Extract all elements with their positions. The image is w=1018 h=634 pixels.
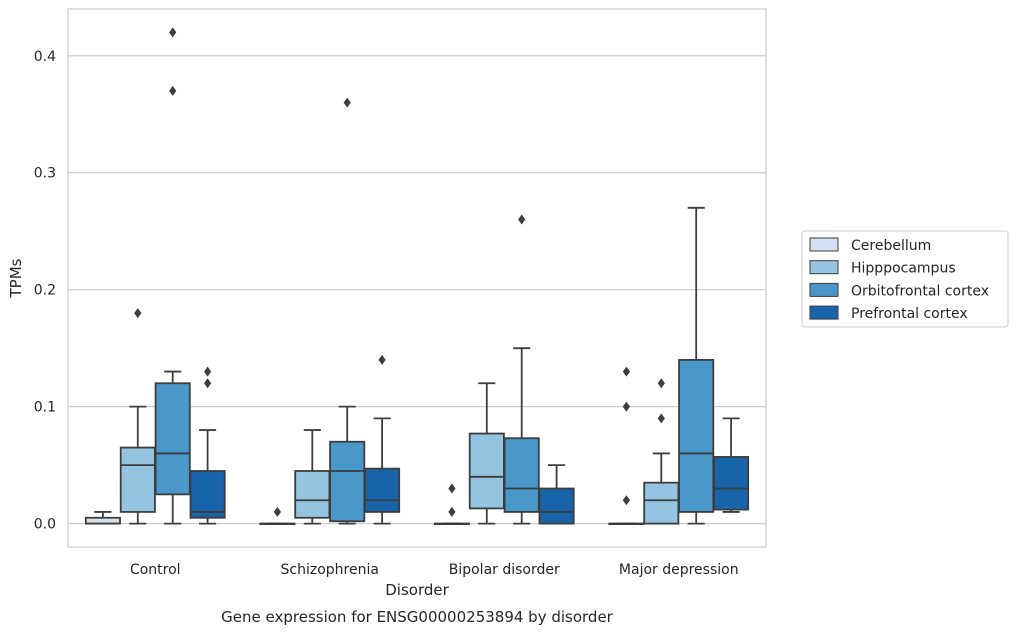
outlier-point: [657, 378, 665, 389]
box-hipppocampus: [643, 378, 680, 525]
box-body: [678, 358, 715, 513]
box-orbitofrontal-cortex: [154, 27, 191, 525]
x-tick-label: Schizophrenia: [281, 562, 379, 578]
box-cerebellum: [259, 506, 296, 526]
axes-frame: [67, 8, 767, 548]
box-body: [294, 470, 331, 519]
outlier-point: [622, 401, 630, 412]
legend-swatch: [809, 282, 839, 297]
plot-area: [84, 27, 750, 526]
legend-swatch: [809, 260, 839, 275]
chart-caption: Gene expression for ENSG00000253894 by d…: [221, 608, 614, 626]
outlier-point: [657, 413, 665, 424]
x-tick-label: Bipolar disorder: [449, 562, 560, 578]
legend-frame: [801, 230, 1009, 328]
outlier-point: [169, 85, 177, 96]
outlier-point: [169, 27, 177, 38]
box-body: [189, 470, 226, 519]
legend-label: Cerebellum: [851, 238, 931, 254]
legend-swatch: [809, 305, 839, 320]
box-orbitofrontal-cortex: [329, 97, 366, 525]
outlier-point: [343, 97, 351, 108]
x-tick-label: Control: [130, 562, 181, 578]
outlier-point: [204, 378, 212, 389]
box-orbitofrontal-cortex: [503, 214, 540, 525]
box-body: [503, 437, 540, 513]
box-body: [119, 446, 156, 513]
legend: Cerebellum Hipppocampus Orbitofrontal cort…: [801, 230, 1009, 328]
box-body: [154, 382, 191, 496]
box-body: [643, 481, 680, 525]
x-axis: Control Schizophrenia Bipolar disorder Majo…: [130, 562, 739, 578]
outlier-point: [448, 483, 456, 494]
outlier-point: [204, 366, 212, 377]
legend-swatch: [809, 237, 839, 252]
box-cerebellum: [433, 483, 470, 526]
outlier-point: [378, 354, 386, 365]
legend-label: Orbitofrontal cortex: [851, 283, 989, 299]
outlier-point: [448, 506, 456, 517]
box-body: [713, 456, 750, 511]
y-tick-label: 0.3: [34, 166, 56, 182]
y-axis: 0.0 0.1 0.2 0.3 0.4: [34, 49, 56, 533]
box-prefrontal-cortex: [189, 366, 226, 525]
y-tick-label: 0.2: [34, 283, 56, 299]
outlier-point: [622, 366, 630, 377]
outlier-point: [518, 214, 526, 225]
outlier-point: [134, 308, 142, 319]
box-orbitofrontal-cortex: [678, 206, 715, 525]
outlier-point: [273, 506, 281, 517]
y-tick-label: 0.4: [34, 49, 56, 65]
x-axis-label: Disorder: [385, 581, 449, 599]
legend-label: Prefrontal cortex: [851, 306, 968, 322]
box-body: [538, 487, 575, 525]
box-hipppocampus: [294, 429, 331, 525]
box-prefrontal-cortex: [713, 417, 750, 513]
box-prefrontal-cortex: [364, 354, 401, 525]
x-tick-label: Major depression: [619, 562, 739, 578]
box-body: [468, 432, 505, 510]
y-tick-label: 0.1: [34, 400, 56, 416]
box-cerebellum: [84, 511, 121, 525]
box-cerebellum: [608, 366, 645, 526]
box-body: [329, 440, 366, 523]
legend-label: Hipppocampus: [851, 261, 956, 277]
box-body: [364, 467, 401, 513]
y-tick-label: 0.0: [34, 517, 56, 533]
box-hipppocampus: [468, 382, 505, 525]
y-axis-label: TPMs: [7, 258, 25, 298]
box-prefrontal-cortex: [538, 464, 575, 525]
outlier-point: [622, 495, 630, 506]
box-hipppocampus: [119, 308, 156, 525]
